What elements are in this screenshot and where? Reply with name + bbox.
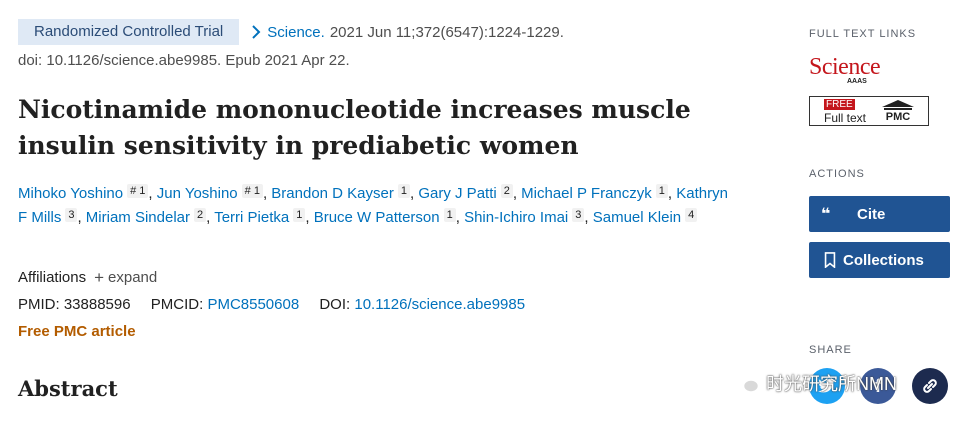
journal-link[interactable]: Science. [267,23,325,41]
author-list: Mihoko Yoshino # 1, Jun Yoshino # 1, Brand… [18,182,738,230]
bookmark-icon [824,252,836,268]
pmc-logo-text: PMC [886,111,911,123]
full-text-label: Full text [824,111,867,125]
pmc-full-text-link[interactable]: FREE Full text PMC [809,96,929,126]
affiliation-number[interactable]: 1 [655,184,668,198]
twitter-icon[interactable] [809,368,845,404]
author-link[interactable]: Miriam Sindelar [85,209,190,226]
affiliation-number[interactable]: 1 [397,184,410,198]
affiliation-number[interactable]: 3 [65,208,78,222]
quote-icon: ❝ [821,206,831,223]
wechat-icon [734,372,760,393]
author-link[interactable]: Terri Pietka [214,209,290,226]
watermark-text: 时光研究所NMN [766,374,897,394]
author-separator: , [455,209,460,226]
affiliations-toggle[interactable]: Affiliations + expand [18,269,157,286]
expand-label[interactable]: expand [108,269,158,286]
pmid-value: 33888596 [63,296,131,313]
author-link[interactable]: Gary J Patti [418,185,497,202]
author-separator: , [148,185,153,202]
pmcid-label: PMCID: [150,296,204,313]
author-separator: , [262,185,268,202]
pmcid-link[interactable]: PMC8550608 [207,296,300,313]
author-link[interactable]: Samuel Klein [592,209,682,226]
affiliations-label: Affiliations [18,269,87,286]
article-title: Nicotinamide mononucleotide increases mu… [18,95,691,160]
author-separator: , [305,209,310,226]
author-separator: , [512,185,517,202]
author-link[interactable]: Bruce W Patterson [313,209,440,226]
wechat-watermark: 时光研究所NMN [734,370,897,396]
affiliation-number[interactable]: 1 [443,208,456,222]
cite-label: Cite [857,205,886,223]
author-link[interactable]: Brandon D Kayser [271,185,394,202]
identifiers-line: PMID: 33888596 PMCID: PMC8550608 DOI: 10… [18,296,525,313]
affiliation-number[interactable]: 1 [293,208,306,222]
author-link[interactable]: Jun Yoshino [156,185,238,202]
affiliation-number[interactable]: 2 [500,184,513,198]
cite-button[interactable]: ❝ Cite [809,196,950,232]
pmc-logo-icon: PMC [882,100,914,123]
author-separator: , [206,209,211,226]
author-link[interactable]: Kathryn F Mills [18,185,728,226]
facebook-icon[interactable]: f [860,368,896,404]
full-text-links-heading: FULL TEXT LINKS [809,28,917,40]
affiliation-number[interactable]: 3 [572,208,585,222]
author-separator: , [77,209,82,226]
doi-label: DOI: [319,296,351,313]
pmid-label: PMID: [18,296,60,313]
aaas-label: AAAS [847,78,867,85]
affiliation-number[interactable]: # 1 [241,184,263,198]
plus-icon: + [94,268,105,287]
doi-epub-line: doi: 10.1126/science.abe9985. Epub 2021 … [18,52,350,69]
free-tag: FREE [824,99,855,110]
affiliation-number[interactable]: # 1 [127,184,149,198]
publication-type-badge[interactable]: Randomized Controlled Trial [18,19,240,45]
author-separator: , [667,185,673,202]
article-header-line: Randomized Controlled Trial Science. 202… [18,19,564,45]
link-icon[interactable] [912,368,948,404]
collections-button[interactable]: Collections [809,242,950,278]
actions-heading: ACTIONS [809,168,865,180]
affiliation-number[interactable]: 4 [685,208,698,222]
journal-citation: Science. 2021 Jun 11;372(6547):1224-1229… [251,24,564,41]
citation-text: 2021 Jun 11;372(6547):1224-1229. [329,23,564,41]
free-pmc-article-label: Free PMC article [18,323,136,340]
affiliation-number[interactable]: 2 [194,208,207,222]
share-heading: SHARE [809,344,852,356]
author-separator: , [410,185,415,202]
author-link[interactable]: Shin-Ichiro Imai [464,209,569,226]
author-separator: , [584,209,589,226]
author-link[interactable]: Michael P Franczyk [521,185,652,202]
author-link[interactable]: Mihoko Yoshino [18,185,124,202]
science-logo[interactable]: Science [809,54,881,80]
chevron-right-icon [252,25,261,39]
doi-link[interactable]: 10.1126/science.abe9985 [354,296,526,313]
abstract-heading: Abstract [18,376,118,401]
collections-label: Collections [843,251,924,269]
